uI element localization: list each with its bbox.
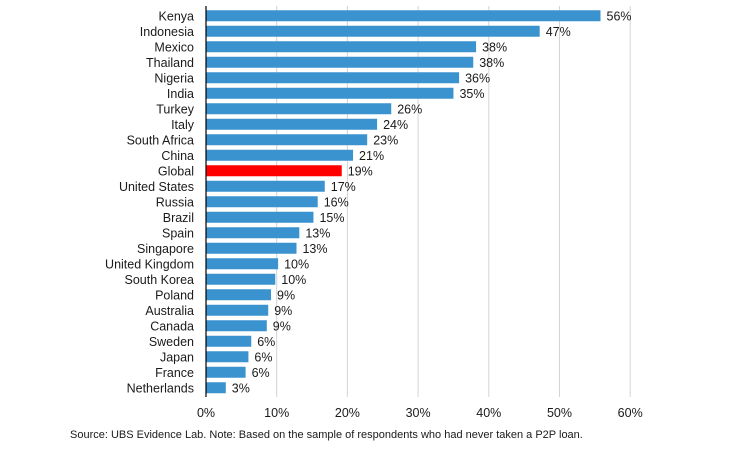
category-label: Italy xyxy=(171,118,195,132)
source-note: Source: UBS Evidence Lab. Note: Based on… xyxy=(70,429,583,441)
value-label: 6% xyxy=(257,335,275,349)
bar-nigeria xyxy=(206,72,460,84)
value-label: 9% xyxy=(274,304,292,318)
bar-indonesia xyxy=(206,25,540,37)
value-label: 38% xyxy=(482,40,507,54)
bar-poland xyxy=(206,289,272,301)
category-label: Mexico xyxy=(154,40,194,54)
x-tick-label: 20% xyxy=(335,406,360,420)
category-label: Brazil xyxy=(163,211,194,225)
bar-thailand xyxy=(206,56,474,68)
value-label: 6% xyxy=(252,366,270,380)
value-label: 13% xyxy=(302,242,327,256)
category-label: Australia xyxy=(145,304,194,318)
value-label: 24% xyxy=(383,118,408,132)
category-label: Nigeria xyxy=(154,71,194,85)
category-label: Poland xyxy=(155,288,194,302)
x-tick-labels: 0% 10% 20% 30% 40% 50% 60% xyxy=(197,406,643,420)
bar-australia xyxy=(206,304,269,316)
category-label: Japan xyxy=(160,350,194,364)
category-label: Global xyxy=(158,164,194,178)
bar-japan xyxy=(206,351,249,363)
value-label: 3% xyxy=(232,381,250,395)
x-tick-label: 60% xyxy=(618,406,643,420)
bar-united-kingdom xyxy=(206,258,279,270)
value-label: 35% xyxy=(459,87,484,101)
category-label: Sweden xyxy=(149,335,194,349)
bar-brazil xyxy=(206,211,314,223)
value-label: 26% xyxy=(397,102,422,116)
value-label: 17% xyxy=(331,180,356,194)
value-label: 47% xyxy=(546,25,571,39)
value-label: 23% xyxy=(373,133,398,147)
category-label: Indonesia xyxy=(140,25,194,39)
bar-italy xyxy=(206,118,378,130)
value-label: 9% xyxy=(277,288,295,302)
bar-singapore xyxy=(206,242,297,254)
bar-sweden xyxy=(206,335,252,347)
category-label: France xyxy=(155,366,194,380)
x-tick-label: 10% xyxy=(264,406,289,420)
value-label: 38% xyxy=(479,56,504,70)
bar-spain xyxy=(206,227,300,239)
category-label: Thailand xyxy=(146,56,194,70)
bar-russia xyxy=(206,196,318,208)
value-label: 6% xyxy=(254,350,272,364)
category-label: Russia xyxy=(156,195,194,209)
value-label: 9% xyxy=(273,319,291,333)
category-label: United States xyxy=(119,180,194,194)
bar-kenya xyxy=(206,10,601,22)
bar-france xyxy=(206,366,246,378)
bar-turkey xyxy=(206,103,392,115)
value-labels: 56%47%38%38%36%35%26%24%23%21%19%17%16%1… xyxy=(232,9,632,395)
value-label: 10% xyxy=(284,257,309,271)
bar-south-africa xyxy=(206,134,368,146)
value-label: 19% xyxy=(348,164,373,178)
value-label: 13% xyxy=(305,226,330,240)
gridlines xyxy=(276,6,631,397)
category-label: Turkey xyxy=(156,102,194,116)
bar-india xyxy=(206,87,454,99)
category-label: Spain xyxy=(162,226,194,240)
category-label: South Africa xyxy=(127,133,194,147)
bar-united-states xyxy=(206,180,325,192)
bar-global xyxy=(206,165,342,177)
x-tick-label: 40% xyxy=(476,406,501,420)
value-label: 10% xyxy=(281,273,306,287)
x-tick-label: 30% xyxy=(406,406,431,420)
value-label: 16% xyxy=(324,195,349,209)
category-label: Singapore xyxy=(137,242,194,256)
bars xyxy=(206,10,601,394)
category-label: China xyxy=(161,149,194,163)
bar-south-korea xyxy=(206,273,276,285)
category-label: Kenya xyxy=(159,9,194,23)
value-label: 56% xyxy=(607,9,632,23)
x-tick-label: 50% xyxy=(547,406,572,420)
value-label: 21% xyxy=(359,149,384,163)
category-label: United Kingdom xyxy=(105,257,194,271)
x-tick-label: 0% xyxy=(197,406,215,420)
value-label: 36% xyxy=(465,71,490,85)
category-label: Netherlands xyxy=(127,381,194,395)
category-label: India xyxy=(167,87,194,101)
bar-china xyxy=(206,149,354,161)
category-label: Canada xyxy=(150,319,194,333)
bar-mexico xyxy=(206,41,477,53)
value-label: 15% xyxy=(319,211,344,225)
bar-netherlands xyxy=(206,382,226,394)
category-label: South Korea xyxy=(125,273,195,287)
bar-canada xyxy=(206,320,267,332)
